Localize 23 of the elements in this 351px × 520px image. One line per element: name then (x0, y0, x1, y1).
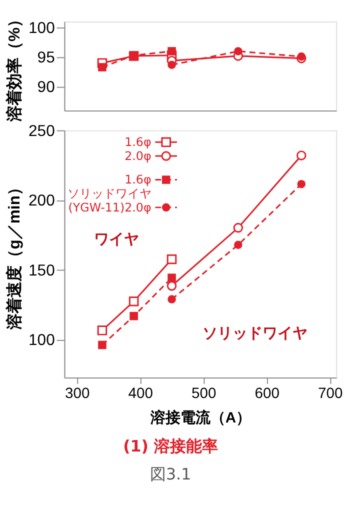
x-tick-label: 400 (128, 386, 154, 402)
annotation: ソリッドワイヤ (202, 324, 308, 342)
y-tick-label: 100 (28, 332, 56, 350)
x-tick-label: 500 (192, 386, 216, 402)
legend-label: 1.6φ (124, 135, 152, 150)
y-tick-label: 95 (37, 50, 56, 67)
y-tick-label: 100 (28, 20, 56, 37)
y-tick-label: 90 (37, 79, 56, 96)
x-tick-label: 600 (254, 386, 280, 402)
legend-label: 2.0φ (124, 148, 152, 163)
y-tick-label: 250 (28, 122, 56, 140)
x-tick-label: 700 (318, 386, 343, 402)
annotation: ワイヤ (94, 231, 139, 248)
x-tick-label: 300 (65, 386, 90, 402)
y-axis-title: 溶着速度（g／min） (4, 180, 24, 330)
legend-label: 1.6φ (124, 172, 152, 187)
legend-label: ソリッドワイヤ (YGW-11)2.0φ (67, 186, 152, 214)
y-tick-label: 150 (28, 262, 56, 280)
caption: 図3.1 (150, 464, 192, 484)
y-tick-label: 200 (28, 192, 56, 210)
text: (1) 溶接能率 (123, 436, 218, 456)
y-axis-title: 溶着効率（%） (4, 12, 24, 123)
x-axis-title: 溶接電流（A） (149, 408, 252, 426)
